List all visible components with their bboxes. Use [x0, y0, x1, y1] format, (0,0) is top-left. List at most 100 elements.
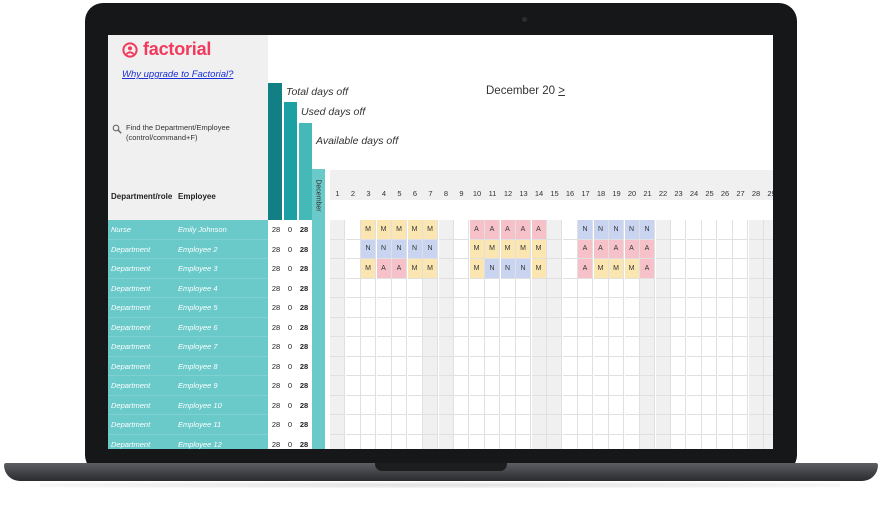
- schedule-cell[interactable]: A: [500, 220, 516, 240]
- schedule-cell[interactable]: N: [407, 239, 423, 259]
- schedule-cell[interactable]: [345, 239, 361, 259]
- schedule-cell[interactable]: [624, 356, 640, 376]
- schedule-cell[interactable]: [516, 298, 531, 318]
- schedule-cell[interactable]: [717, 434, 733, 449]
- schedule-cell[interactable]: [345, 278, 361, 298]
- schedule-cell[interactable]: [361, 395, 376, 415]
- schedule-cell[interactable]: [345, 220, 361, 240]
- schedule-cell[interactable]: N: [593, 220, 609, 240]
- schedule-cell[interactable]: [423, 415, 438, 435]
- upgrade-link[interactable]: Why upgrade to Factorial?: [122, 69, 234, 80]
- schedule-cell[interactable]: [655, 317, 671, 337]
- schedule-cell[interactable]: [717, 337, 733, 357]
- schedule-cell[interactable]: [748, 434, 764, 449]
- schedule-cell[interactable]: [485, 356, 500, 376]
- schedule-cell[interactable]: N: [423, 239, 438, 259]
- schedule-cell[interactable]: [454, 259, 469, 279]
- schedule-cell[interactable]: [748, 395, 764, 415]
- schedule-cell[interactable]: [640, 415, 655, 435]
- schedule-cell[interactable]: A: [640, 259, 655, 279]
- schedule-cell[interactable]: [578, 317, 593, 337]
- schedule-cell[interactable]: [330, 356, 345, 376]
- schedule-cell[interactable]: [516, 434, 531, 449]
- schedule-cell[interactable]: [407, 317, 423, 337]
- schedule-cell[interactable]: [531, 278, 547, 298]
- schedule-cell[interactable]: [547, 239, 562, 259]
- schedule-cell[interactable]: [717, 220, 733, 240]
- schedule-cell[interactable]: [702, 239, 717, 259]
- schedule-cell[interactable]: [764, 317, 773, 337]
- schedule-cell[interactable]: M: [407, 220, 423, 240]
- schedule-cell[interactable]: [624, 298, 640, 318]
- schedule-cell[interactable]: [764, 434, 773, 449]
- schedule-cell[interactable]: [686, 395, 702, 415]
- next-month-link[interactable]: >: [558, 85, 565, 97]
- schedule-cell[interactable]: [764, 298, 773, 318]
- schedule-cell[interactable]: [454, 376, 469, 396]
- schedule-cell[interactable]: [361, 434, 376, 449]
- schedule-cell[interactable]: [330, 239, 345, 259]
- schedule-cell[interactable]: [748, 220, 764, 240]
- schedule-cell[interactable]: [593, 434, 609, 449]
- schedule-cell[interactable]: [764, 259, 773, 279]
- schedule-cell[interactable]: [562, 395, 578, 415]
- schedule-cell[interactable]: [717, 415, 733, 435]
- schedule-cell[interactable]: [392, 298, 407, 318]
- schedule-cell[interactable]: [562, 434, 578, 449]
- schedule-cell[interactable]: [578, 415, 593, 435]
- schedule-cell[interactable]: [702, 434, 717, 449]
- schedule-cell[interactable]: [578, 434, 593, 449]
- schedule-cell[interactable]: [361, 317, 376, 337]
- schedule-cell[interactable]: [407, 337, 423, 357]
- schedule-cell[interactable]: [640, 356, 655, 376]
- schedule-cell[interactable]: [392, 317, 407, 337]
- schedule-cell[interactable]: [330, 220, 345, 240]
- schedule-cell[interactable]: [593, 415, 609, 435]
- employee-row[interactable]: [108, 317, 268, 337]
- schedule-cell[interactable]: A: [376, 259, 392, 279]
- schedule-cell[interactable]: N: [640, 220, 655, 240]
- schedule-cell[interactable]: [500, 434, 516, 449]
- schedule-cell[interactable]: [438, 239, 454, 259]
- schedule-cell[interactable]: [500, 376, 516, 396]
- schedule-cell[interactable]: [686, 337, 702, 357]
- schedule-cell[interactable]: [438, 259, 454, 279]
- schedule-cell[interactable]: [764, 239, 773, 259]
- schedule-cell[interactable]: [516, 278, 531, 298]
- schedule-cell[interactable]: [531, 395, 547, 415]
- schedule-cell[interactable]: [516, 376, 531, 396]
- schedule-cell[interactable]: [345, 434, 361, 449]
- schedule-cell[interactable]: [702, 415, 717, 435]
- employee-row[interactable]: [108, 415, 268, 435]
- schedule-cell[interactable]: [438, 220, 454, 240]
- schedule-cell[interactable]: [562, 376, 578, 396]
- schedule-cell[interactable]: [423, 337, 438, 357]
- schedule-cell[interactable]: [500, 415, 516, 435]
- schedule-cell[interactable]: [562, 337, 578, 357]
- schedule-cell[interactable]: [361, 415, 376, 435]
- schedule-cell[interactable]: [469, 395, 485, 415]
- schedule-cell[interactable]: N: [624, 220, 640, 240]
- schedule-cell[interactable]: [640, 434, 655, 449]
- schedule-cell[interactable]: [407, 415, 423, 435]
- employee-row[interactable]: [108, 356, 268, 376]
- schedule-cell[interactable]: [438, 298, 454, 318]
- employee-row[interactable]: [108, 376, 268, 396]
- schedule-cell[interactable]: [407, 278, 423, 298]
- schedule-cell[interactable]: [609, 395, 624, 415]
- schedule-cell[interactable]: M: [609, 259, 624, 279]
- schedule-cell[interactable]: [485, 395, 500, 415]
- schedule-cell[interactable]: [500, 298, 516, 318]
- schedule-cell[interactable]: A: [609, 239, 624, 259]
- schedule-cell[interactable]: [454, 415, 469, 435]
- schedule-cell[interactable]: [438, 317, 454, 337]
- schedule-cell[interactable]: [376, 298, 392, 318]
- schedule-cell[interactable]: [655, 220, 671, 240]
- schedule-cell[interactable]: [376, 317, 392, 337]
- schedule-cell[interactable]: [500, 356, 516, 376]
- schedule-cell[interactable]: M: [531, 259, 547, 279]
- schedule-cell[interactable]: N: [392, 239, 407, 259]
- schedule-cell[interactable]: [624, 337, 640, 357]
- schedule-cell[interactable]: [330, 415, 345, 435]
- schedule-cell[interactable]: [516, 415, 531, 435]
